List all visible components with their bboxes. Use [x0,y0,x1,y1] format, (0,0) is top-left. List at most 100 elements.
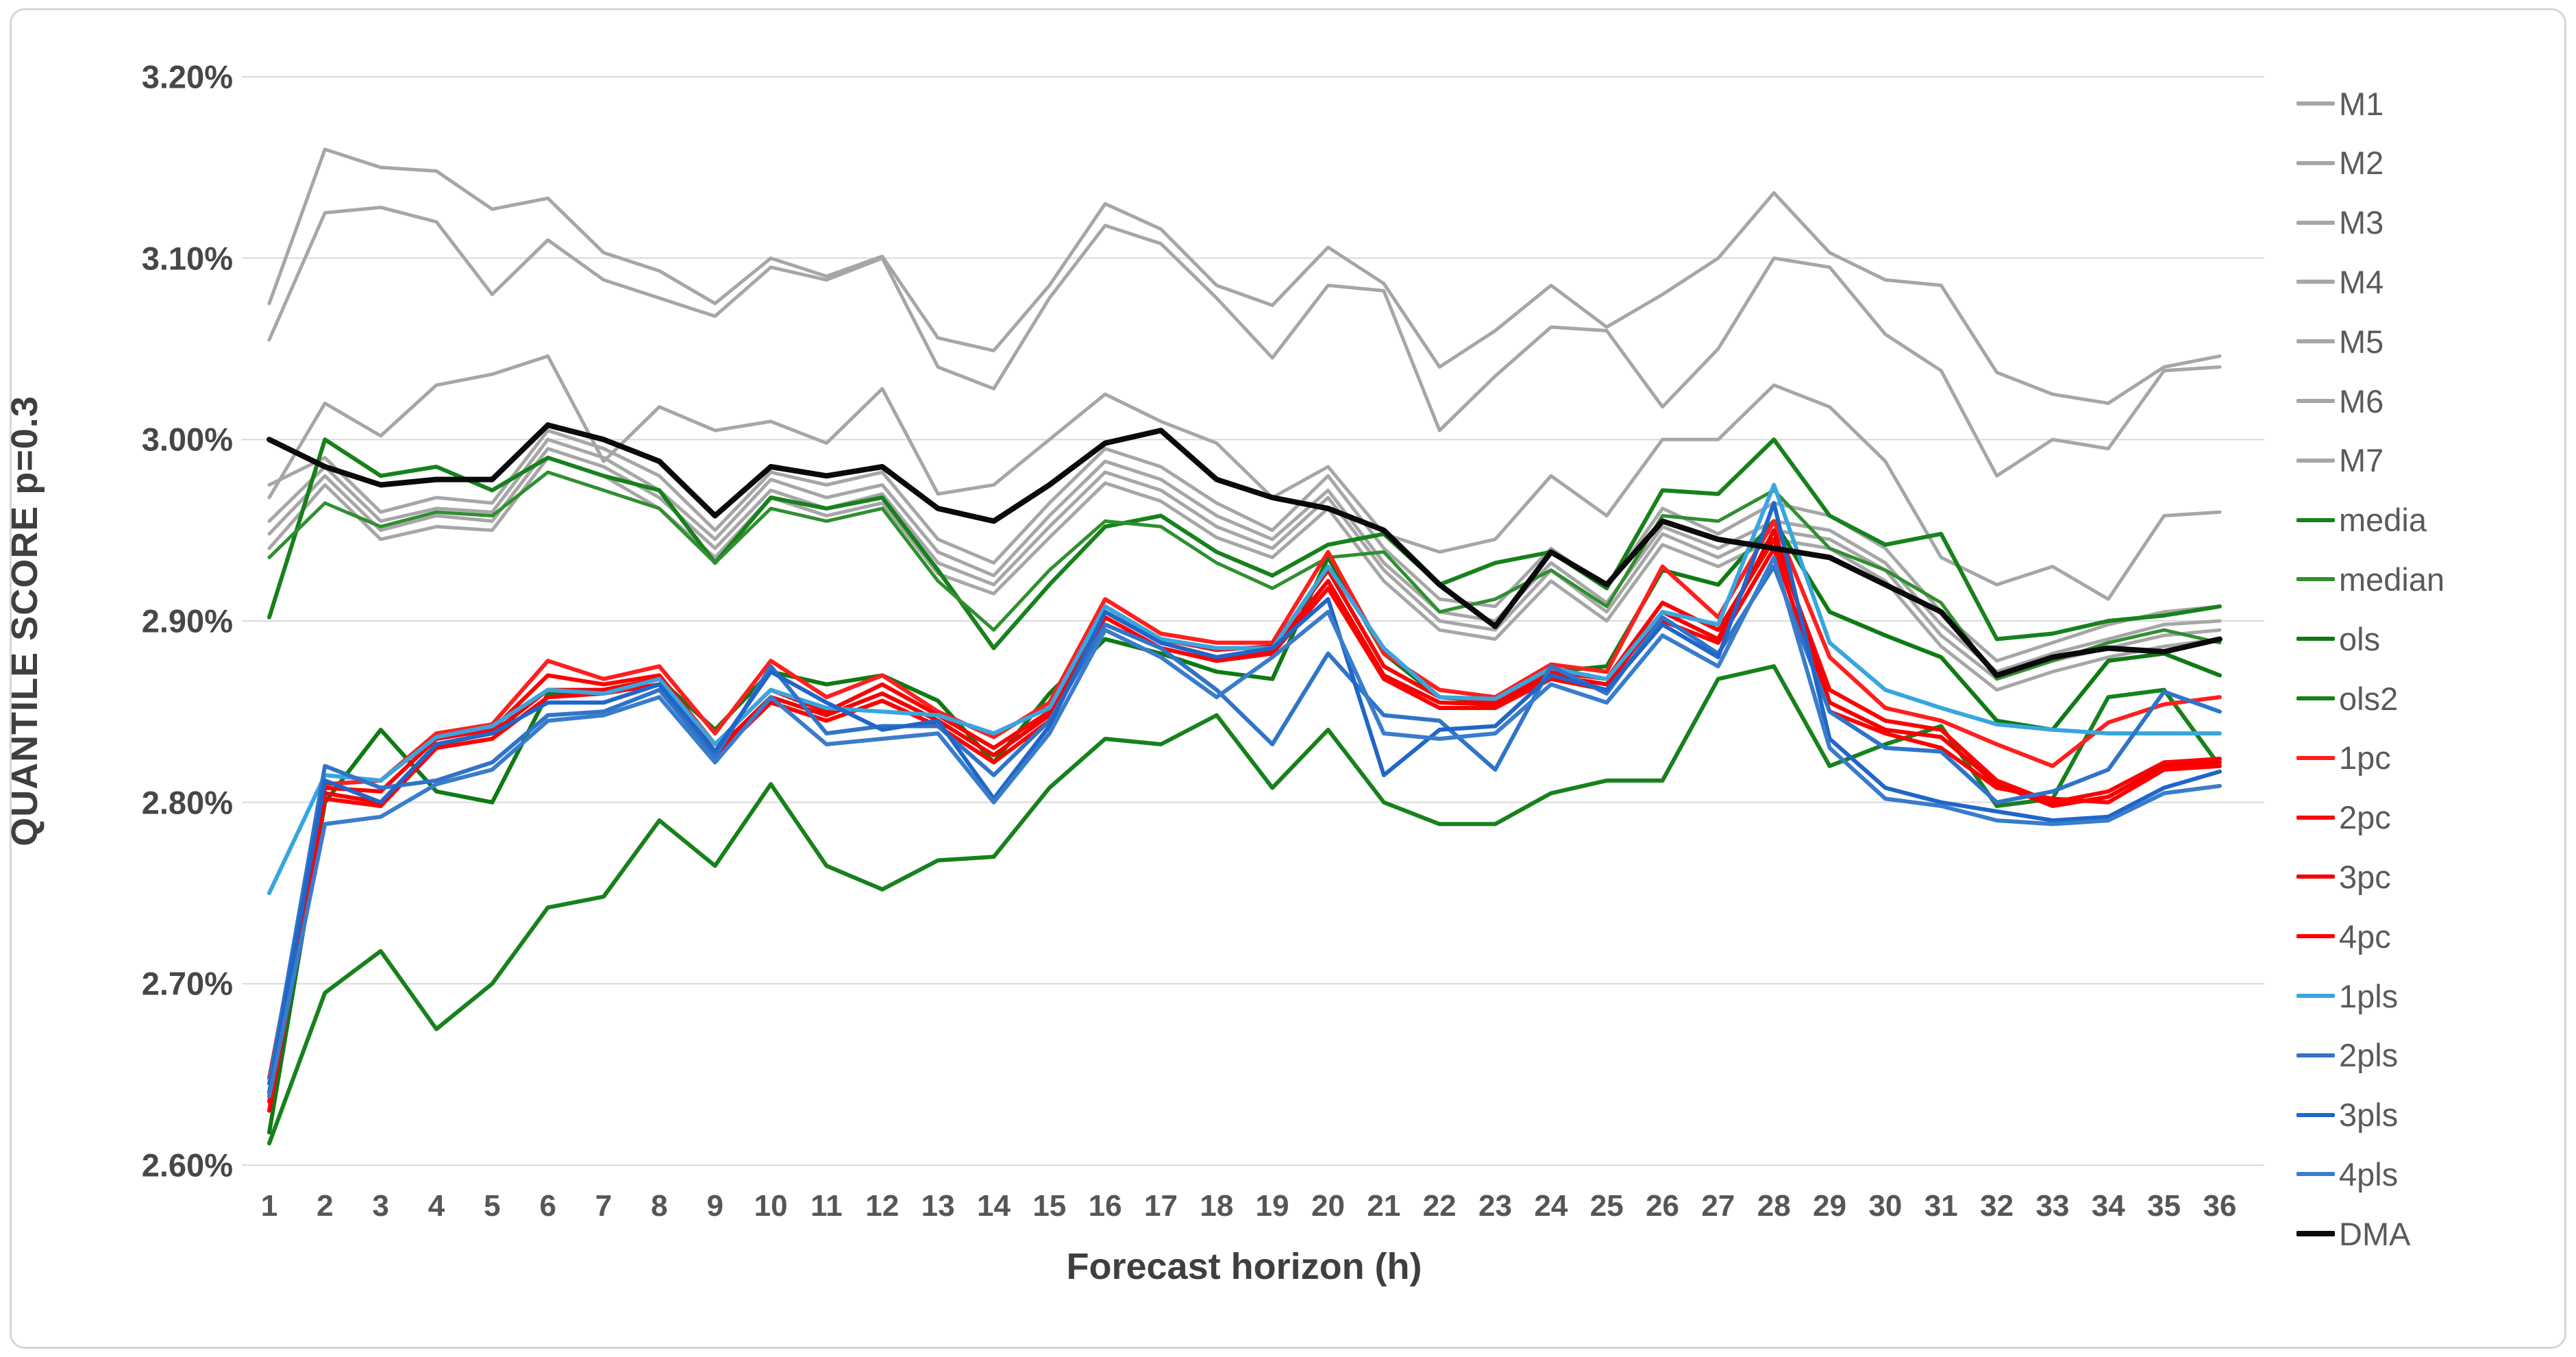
legend-label-2pls: 2pls [2339,1037,2399,1074]
series-line-media [267,437,2222,650]
series-line-4pls [267,555,2222,1099]
x-tick-label-24: 24 [1534,1189,1568,1223]
x-tick-label-2: 2 [317,1189,334,1223]
legend-label-1pc: 1pc [2339,739,2391,777]
series-line-1pls [267,482,2222,895]
legend-label-M6: M6 [2339,382,2384,419]
legend-swatch-M6 [2296,399,2335,403]
x-tick-label-9: 9 [706,1189,723,1223]
series-line-1pc [267,519,2222,1080]
legend-swatch-M2 [2296,160,2335,165]
x-tick-label-8: 8 [651,1189,668,1223]
legend-label-ols2: ols2 [2339,680,2399,717]
x-tick-label-33: 33 [2035,1189,2070,1223]
legend-item-M5: M5 [2296,321,2383,362]
legend-label-M2: M2 [2339,145,2384,182]
legend-item-4pc: 4pc [2296,916,2391,957]
legend-swatch-M4 [2296,280,2335,284]
series-lines [267,147,2222,1146]
legend-swatch-4pls [2296,1172,2335,1177]
series-line-median [267,470,2222,681]
x-tick-label-15: 15 [1032,1189,1067,1223]
legend-swatch-median [2296,577,2335,582]
series-line-2pc [267,537,2222,1095]
legend-label-3pls: 3pls [2339,1097,2399,1134]
x-tick-label-21: 21 [1367,1189,1401,1223]
x-tick-label-11: 11 [810,1189,843,1223]
legend-label-2pc: 2pc [2339,799,2391,836]
legend-label-M7: M7 [2339,442,2384,479]
x-tick-label-20: 20 [1311,1189,1345,1223]
legend-swatch-4pc [2296,934,2335,939]
legend-label-M5: M5 [2339,323,2384,360]
x-tick-label-23: 23 [1478,1189,1513,1223]
x-tick-label-1: 1 [260,1189,278,1223]
legend-item-M4: M4 [2296,261,2383,302]
legend-item-3pls: 3pls [2296,1095,2398,1136]
legend-swatch-ols [2296,637,2335,641]
legend-item-ols2: ols2 [2296,678,2398,719]
x-tick-label-35: 35 [2147,1189,2181,1223]
legend-label-4pc: 4pc [2339,918,2391,955]
legend-item-1pls: 1pls [2296,975,2398,1016]
legend-item-M6: M6 [2296,380,2383,421]
legend-label-M1: M1 [2339,85,2384,122]
x-tick-label-27: 27 [1701,1189,1735,1223]
series-line-M1 [267,147,2222,405]
x-tick-label-7: 7 [595,1189,612,1223]
x-tick-label-31: 31 [1924,1189,1958,1223]
series-line-ols2 [267,664,2222,1146]
legend-swatch-M7 [2296,458,2335,463]
legend-label-4pls: 4pls [2339,1156,2399,1193]
x-tick-label-18: 18 [1200,1189,1234,1223]
x-tick-label-17: 17 [1144,1189,1178,1223]
legend-item-4pls: 4pls [2296,1153,2398,1195]
x-tick-label-6: 6 [539,1189,556,1223]
legend-item-2pls: 2pls [2296,1035,2398,1076]
series-line-2pls [267,564,2222,1086]
legend-item-M1: M1 [2296,83,2383,124]
legend-item-M2: M2 [2296,143,2383,184]
legend-item-2pc: 2pc [2296,797,2391,838]
x-tick-label-13: 13 [921,1189,955,1223]
y-tick-label: 3.20% [141,58,233,95]
legend-swatch-2pc [2296,815,2335,820]
legend-label-1pls: 1pls [2339,977,2399,1014]
x-tick-label-14: 14 [976,1189,1011,1223]
series-line-M5 [267,437,2222,674]
series-line-3pls [267,501,2222,1095]
x-tick-label-22: 22 [1422,1189,1457,1223]
x-tick-label-25: 25 [1589,1189,1624,1223]
legend-label-3pc: 3pc [2339,858,2391,895]
legend-swatch-3pls [2296,1112,2335,1117]
series-line-M2 [267,206,2222,478]
figure-frame [10,8,2566,1349]
legend-swatch-2pls [2296,1053,2335,1058]
series-line-4pc [267,546,2222,1113]
legend-item-DMA: DMA [2296,1213,2410,1254]
legend: M1 M2 M3 M4 M5 M6 M7 media median ols ols2 1pc 2pc 3p… [2296,0,2557,1357]
legend-item-media: media [2296,500,2427,541]
series-line-M4 [267,428,2222,663]
legend-item-1pc: 1pc [2296,737,2391,779]
series-line-ols [267,519,2222,1135]
legend-label-M3: M3 [2339,204,2384,241]
x-tick-label-28: 28 [1757,1189,1791,1223]
x-tick-label-4: 4 [428,1189,445,1223]
x-tick-label-32: 32 [1980,1189,2014,1223]
legend-swatch-DMA [2296,1231,2335,1237]
legend-swatch-1pls [2296,994,2335,998]
x-axis-title: Forecast horizon (h) [1066,1246,1422,1287]
legend-item-ols: ols [2296,618,2380,659]
legend-label-M4: M4 [2339,263,2384,300]
legend-swatch-M1 [2296,101,2335,106]
x-tick-label-10: 10 [754,1189,788,1223]
series-line-DMA [267,422,2222,678]
y-tick-label: 3.10% [141,240,233,277]
y-tick-label: 2.60% [141,1147,233,1184]
y-tick-label: 2.70% [141,965,233,1002]
legend-label-media: media [2339,502,2427,539]
legend-label-median: median [2339,561,2445,598]
series-line-M6 [267,447,2222,681]
